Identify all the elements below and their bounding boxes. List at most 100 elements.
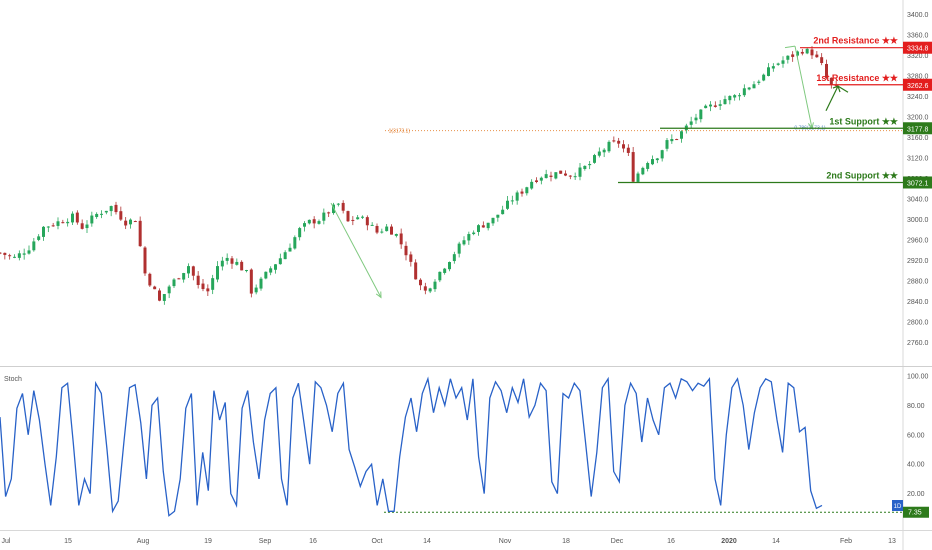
- candle-body: [37, 236, 41, 240]
- candle-body: [235, 261, 239, 265]
- stoch-y-axis: 20.00 40.00 60.00 80.00 100.00: [907, 373, 929, 498]
- candle-body: [51, 225, 55, 227]
- candle-body: [409, 254, 413, 262]
- interval-badge-label: 1D: [894, 504, 902, 510]
- candle-body: [42, 226, 45, 237]
- level-price-tag: [903, 78, 932, 91]
- level-price-label: 3334.8: [907, 46, 929, 53]
- candle-body: [167, 286, 171, 294]
- candle-body: [27, 250, 31, 254]
- time-tick-label: Sep: [259, 538, 272, 545]
- candle-body: [467, 234, 471, 241]
- candle-body: [404, 245, 408, 256]
- candle-body: [3, 252, 7, 255]
- price-tick-label: 2800.0: [907, 320, 929, 327]
- candle-body: [820, 57, 824, 64]
- candle-body: [481, 225, 485, 228]
- support-resistance-levels: 2nd Resistance ★★ 3334.8 1st Resistance ★★…: [618, 36, 932, 189]
- candle-body: [375, 225, 379, 233]
- candle-body: [757, 81, 761, 83]
- candle-body: [153, 286, 157, 290]
- candle-body: [90, 215, 94, 224]
- stoch-title: Stoch: [4, 376, 22, 383]
- forecast-arrow: [837, 85, 849, 93]
- candle-body: [815, 54, 819, 58]
- candle-body: [428, 288, 432, 292]
- candle-body: [631, 152, 635, 182]
- candle-body: [172, 279, 176, 287]
- candle-body: [825, 63, 828, 78]
- candle-body: [549, 175, 553, 177]
- candle-body: [680, 131, 683, 139]
- stoch-tick-label: 60.00: [907, 432, 925, 439]
- stoch-last-value-tag: [903, 506, 929, 518]
- candle-body: [568, 175, 572, 177]
- candle-body: [288, 247, 292, 252]
- candle-body: [626, 147, 630, 153]
- level-name: 1st Support ★★: [829, 116, 899, 126]
- candle-body: [597, 151, 601, 156]
- candle-body: [0, 252, 2, 254]
- candle-body: [728, 95, 732, 101]
- candle-body: [742, 88, 746, 96]
- candle-body: [539, 177, 543, 181]
- candle-body: [104, 210, 108, 213]
- candle-body: [133, 221, 137, 223]
- candle-body: [709, 104, 712, 107]
- level-name: 2nd Resistance ★★: [813, 36, 899, 46]
- level-name: 1st Resistance ★★: [816, 73, 899, 83]
- candle-body: [762, 74, 766, 81]
- candle-body: [593, 155, 596, 163]
- candle-body: [414, 262, 418, 280]
- time-tick-label: Aug: [137, 538, 150, 545]
- price-tick-label: 3000.0: [907, 217, 929, 224]
- candle-body: [269, 268, 273, 273]
- swing-arrow-1-head: [375, 291, 382, 299]
- candle-body: [651, 159, 654, 165]
- candle-body: [201, 283, 205, 290]
- candle-body: [723, 99, 727, 105]
- time-tick-label: Dec: [611, 538, 624, 545]
- price-tick-label: 3320.0: [907, 53, 929, 60]
- price-tick-label: 3200.0: [907, 114, 929, 121]
- candle-body: [452, 254, 456, 262]
- price-tick-label: 3280.0: [907, 73, 929, 80]
- time-tick-label: 2020: [721, 538, 737, 545]
- candle-body: [477, 225, 480, 232]
- candle-body: [486, 222, 490, 229]
- candle-body: [786, 55, 790, 60]
- stoch-last-value-label: 7.35: [908, 510, 922, 517]
- level-price-tag: [903, 122, 932, 135]
- time-tick-label: 19: [204, 538, 212, 545]
- candle-body: [713, 105, 717, 107]
- price-tick-label: 3360.0: [907, 32, 929, 39]
- candle-body: [810, 49, 814, 56]
- candle-body: [341, 202, 345, 211]
- interval-badge: [892, 500, 903, 511]
- candle-body: [583, 165, 587, 170]
- candle-body: [448, 262, 451, 270]
- candle-body: [177, 278, 181, 280]
- time-tick-label: 16: [309, 538, 317, 545]
- candle-body: [733, 95, 737, 98]
- candle-body: [46, 226, 50, 228]
- candle-body: [249, 269, 253, 294]
- candle-body: [675, 139, 679, 141]
- candle-body: [496, 214, 500, 218]
- price-tick-label: 2840.0: [907, 299, 929, 306]
- candle-body: [283, 252, 287, 260]
- candle-body: [670, 139, 674, 142]
- candle-body: [303, 223, 306, 227]
- candle-body: [472, 232, 476, 235]
- candle-body: [370, 224, 374, 226]
- candle-body: [56, 221, 60, 226]
- candle-body: [612, 140, 616, 142]
- candle-body: [356, 217, 360, 220]
- time-tick-label: 13: [888, 538, 896, 545]
- candle-body: [278, 258, 282, 265]
- candle-body: [776, 63, 780, 65]
- candle-body: [438, 271, 442, 281]
- candle-body: [129, 219, 132, 225]
- candle-body: [665, 140, 669, 149]
